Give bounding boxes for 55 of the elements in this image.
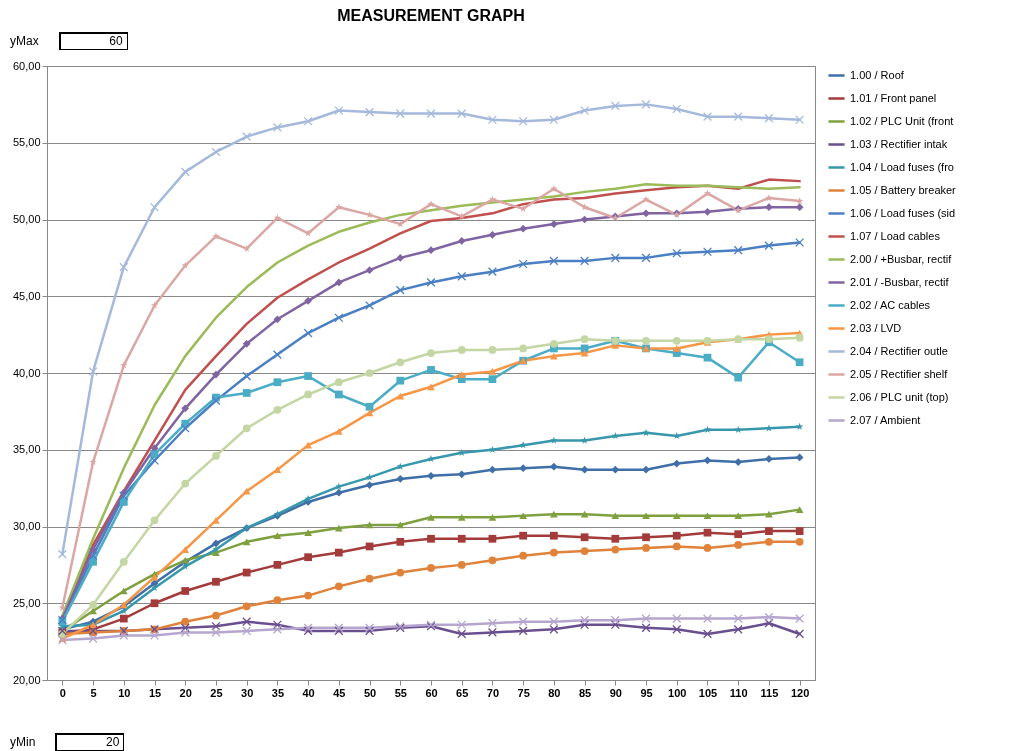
text: yMin	[10, 735, 36, 749]
legend-label: 2.02 / AC cables	[850, 298, 931, 311]
legend-label: 2.07 / Ambient	[850, 413, 921, 426]
legend-label: 2.04 / Rectifier outle	[850, 344, 948, 357]
x-tick-label: 75	[517, 686, 530, 699]
x-tick-label: 95	[640, 686, 653, 699]
x-tick-label: 105	[698, 686, 718, 699]
x-tick-label: 80	[548, 686, 561, 699]
text: yMax	[10, 34, 39, 48]
x-tick-label: 60	[425, 686, 438, 699]
x-tick-label: 100	[668, 686, 687, 699]
y-tick-label: 40,00	[12, 366, 41, 379]
y-tick-label: 30,00	[12, 520, 41, 532]
x-tick-label: 15	[148, 686, 162, 699]
legend-label: 1.00 / Roof	[850, 68, 905, 81]
legend-label: 2.03 / LVD	[850, 321, 902, 334]
y-tick-label: 35,00	[12, 443, 41, 456]
x-tick-label: 55	[394, 686, 407, 699]
chart-title: MEASUREMENT GRAPH	[337, 7, 525, 24]
y-tick-label: 45,00	[12, 289, 41, 302]
legend-label: 2.06 / PLC unit (top)	[850, 390, 949, 403]
x-tick-label: 10	[118, 686, 131, 699]
y-tick-label: 50,00	[12, 213, 41, 225]
x-tick-label: 20	[179, 686, 192, 699]
y-tick-label: 20,00	[12, 673, 41, 686]
legend-label: 1.02 / PLC Unit (front	[850, 114, 954, 127]
y-tick-label: 55,00	[12, 136, 41, 149]
legend-label: 2.01 / -Busbar, rectif	[850, 275, 950, 288]
y-tick-label: 60,00	[12, 59, 41, 72]
x-tick-label: 90	[609, 686, 622, 699]
legend-label: 1.01 / Front panel	[850, 91, 937, 104]
x-tick-label: 0	[59, 686, 66, 699]
x-tick-label: 45	[333, 686, 346, 699]
x-tick-label: 85	[578, 686, 592, 699]
y-tick-label: 25,00	[12, 596, 41, 609]
legend-label: 1.04 / Load fuses (fro	[850, 160, 954, 173]
legend-label: 1.05 / Battery breaker	[850, 183, 957, 196]
x-tick-label: 35	[271, 686, 285, 699]
x-tick-label: 120	[790, 686, 810, 699]
legend-label: 2.00 / +Busbar, rectif	[850, 252, 953, 265]
x-tick-label: 25	[210, 686, 223, 699]
x-tick-label: 30	[241, 686, 254, 699]
legend-label: 1.03 / Rectifier intak	[850, 137, 948, 150]
x-tick-label: 70	[486, 686, 500, 699]
x-tick-label: 115	[760, 686, 779, 699]
x-tick-label: 40	[302, 686, 315, 699]
x-tick-label: 50	[363, 686, 377, 699]
legend-label: 1.07 / Load cables	[850, 229, 941, 242]
input-field: 20	[55, 733, 125, 751]
x-tick-label: 110	[729, 686, 748, 699]
input-field: 60	[58, 32, 128, 50]
legend-label: 1.06 / Load fuses (sid	[850, 206, 956, 219]
legend-label: 2.05 / Rectifier shelf	[850, 367, 949, 380]
x-tick-label: 65	[456, 686, 469, 699]
x-tick-label: 5	[90, 686, 97, 699]
